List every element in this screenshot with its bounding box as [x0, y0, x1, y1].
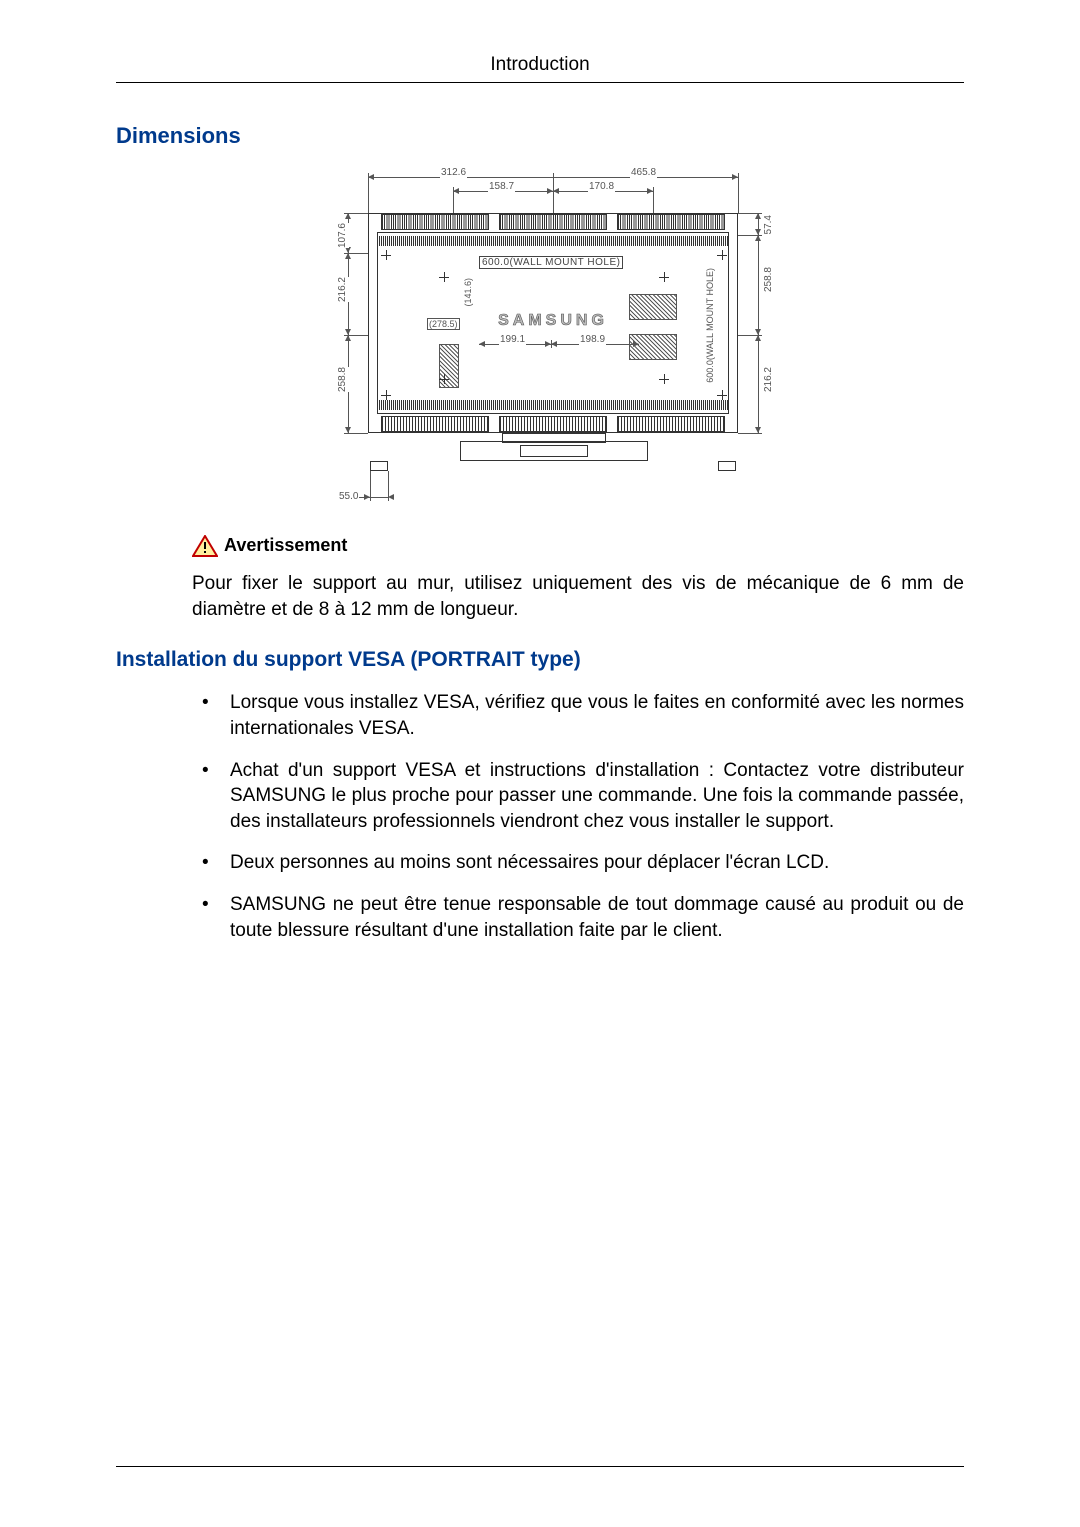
list-item: Deux personnes au moins sont nécessaires… [192, 850, 964, 876]
dimensions-diagram: 312.6 465.8 158.7 170.8 107.6 [116, 167, 964, 515]
mount-hole-label: 600.0(WALL MOUNT HOLE) [479, 256, 623, 269]
page: Introduction Dimensions 312.6 465.8 158.… [0, 0, 1080, 1527]
section-dimensions-title: Dimensions [116, 123, 964, 149]
rear-panel: 600.0(WALL MOUNT HOLE) 600.0(WALL MOUNT … [368, 213, 738, 433]
warning-heading: Avertissement [192, 535, 964, 557]
dim-left-a: 107.6 [336, 223, 349, 248]
dim-right-c: 216.2 [762, 367, 775, 392]
vesa-bullet-list: Lorsque vous installez VESA, vérifiez qu… [192, 690, 964, 943]
list-item: SAMSUNG ne peut être tenue responsable d… [192, 892, 964, 943]
list-item: Lorsque vous installez VESA, vérifiez qu… [192, 690, 964, 741]
dim-inner-cy: 198.9 [579, 334, 606, 345]
dim-foot: 55.0 [338, 491, 359, 502]
dim-top-b: 158.7 [488, 181, 515, 192]
diagram-canvas: 312.6 465.8 158.7 170.8 107.6 [310, 167, 770, 515]
foot-right [718, 461, 736, 471]
dim-top-a: 312.6 [440, 167, 467, 178]
foot-left [370, 461, 388, 471]
dim-top-d: 465.8 [630, 167, 657, 178]
warning-text: Pour fixer le support au mur, utilisez u… [192, 571, 964, 622]
dim-top-c: 170.8 [588, 181, 615, 192]
header-rule [116, 82, 964, 83]
dim-left-b: 216.2 [336, 277, 349, 302]
warning-icon [192, 535, 218, 557]
warning-label: Avertissement [224, 535, 347, 557]
section-vesa-title: Installation du support VESA (PORTRAIT t… [116, 648, 964, 672]
dim-inner-w: (278.5) [427, 318, 460, 330]
list-item: Achat d'un support VESA et instructions … [192, 758, 964, 835]
dim-inner-cx: 199.1 [499, 334, 526, 345]
footer-rule [116, 1466, 964, 1467]
dim-right-a: 57.4 [762, 215, 775, 234]
dim-left-c: 258.8 [336, 367, 349, 392]
stand-slot [520, 445, 588, 457]
brand-logo: SAMSUNG [369, 312, 737, 330]
dim-inner-h: (141.6) [463, 278, 473, 307]
dim-right-b: 258.8 [762, 267, 775, 292]
page-header-title: Introduction [116, 54, 964, 82]
